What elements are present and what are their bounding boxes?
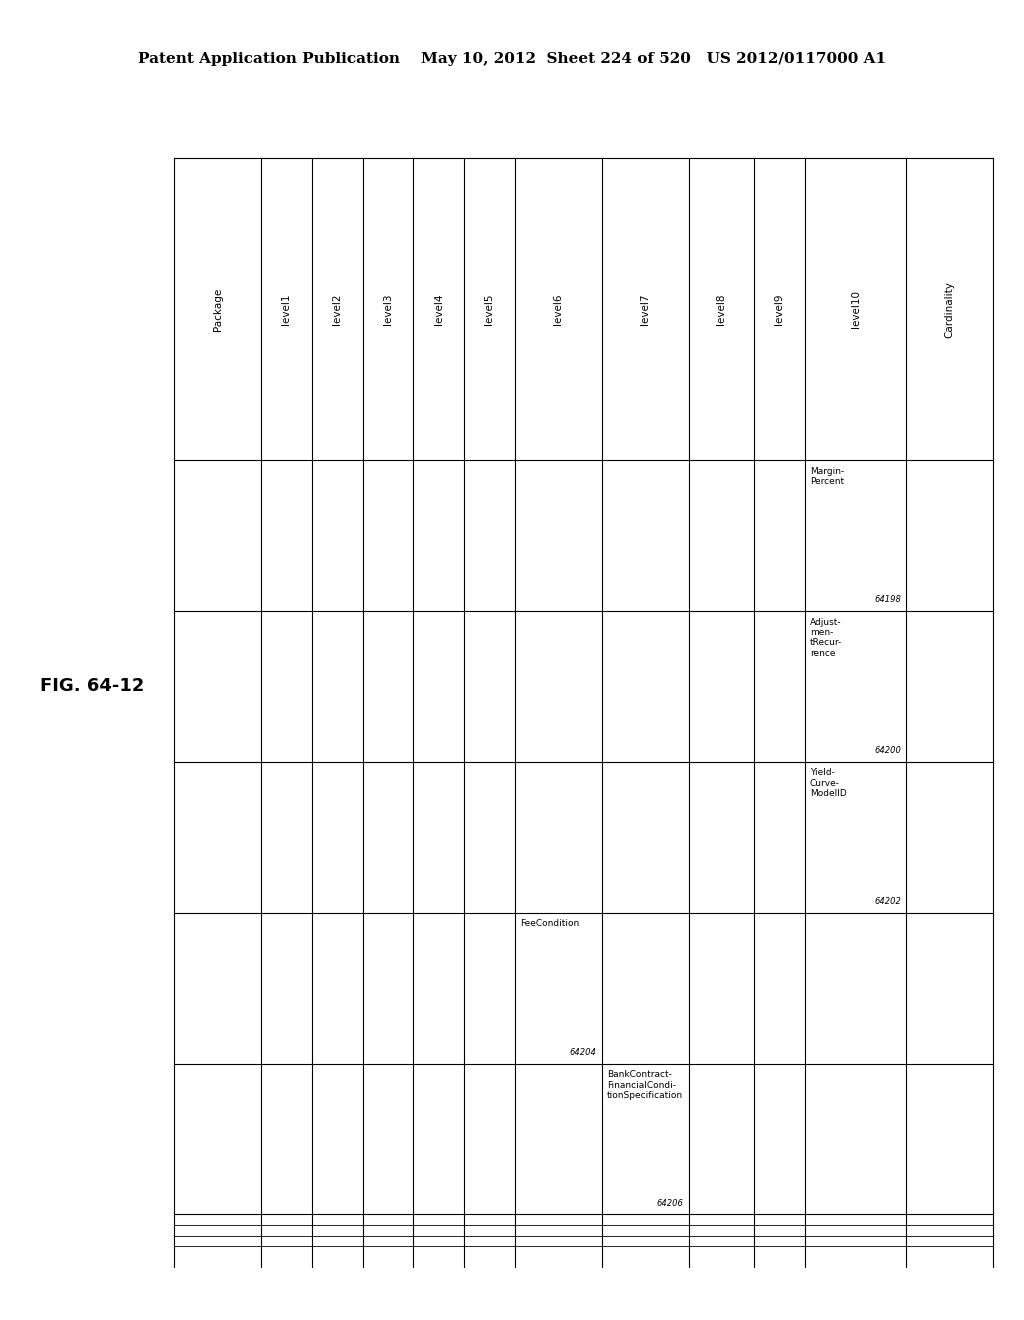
Text: level4: level4 xyxy=(434,293,443,325)
Text: Cardinality: Cardinality xyxy=(945,281,954,338)
Text: FeeCondition: FeeCondition xyxy=(520,919,580,928)
Text: level9: level9 xyxy=(774,293,784,325)
Text: level2: level2 xyxy=(332,293,342,325)
Text: Margin-
Percent: Margin- Percent xyxy=(810,467,844,486)
Text: Adjust-
men-
tRecur-
rence: Adjust- men- tRecur- rence xyxy=(810,618,842,657)
Text: Package: Package xyxy=(213,288,222,331)
Text: BankContract-
FinancialCondi-
tionSpecification: BankContract- FinancialCondi- tionSpecif… xyxy=(607,1071,683,1100)
Text: level7: level7 xyxy=(640,293,650,325)
Text: Patent Application Publication    May 10, 2012  Sheet 224 of 520   US 2012/01170: Patent Application Publication May 10, 2… xyxy=(138,53,886,66)
Text: level3: level3 xyxy=(383,293,393,325)
Text: level10: level10 xyxy=(851,290,860,329)
Text: 64198: 64198 xyxy=(874,595,901,605)
Text: level6: level6 xyxy=(553,293,563,325)
Text: 64204: 64204 xyxy=(569,1048,597,1057)
Text: level5: level5 xyxy=(484,293,495,325)
Text: Yield-
Curve-
ModelID: Yield- Curve- ModelID xyxy=(810,768,847,799)
Text: FIG. 64-12: FIG. 64-12 xyxy=(40,677,144,696)
Text: 64202: 64202 xyxy=(874,898,901,906)
Text: level8: level8 xyxy=(717,293,726,325)
Text: 64200: 64200 xyxy=(874,746,901,755)
Text: 64206: 64206 xyxy=(656,1199,684,1208)
Text: level1: level1 xyxy=(282,293,292,325)
